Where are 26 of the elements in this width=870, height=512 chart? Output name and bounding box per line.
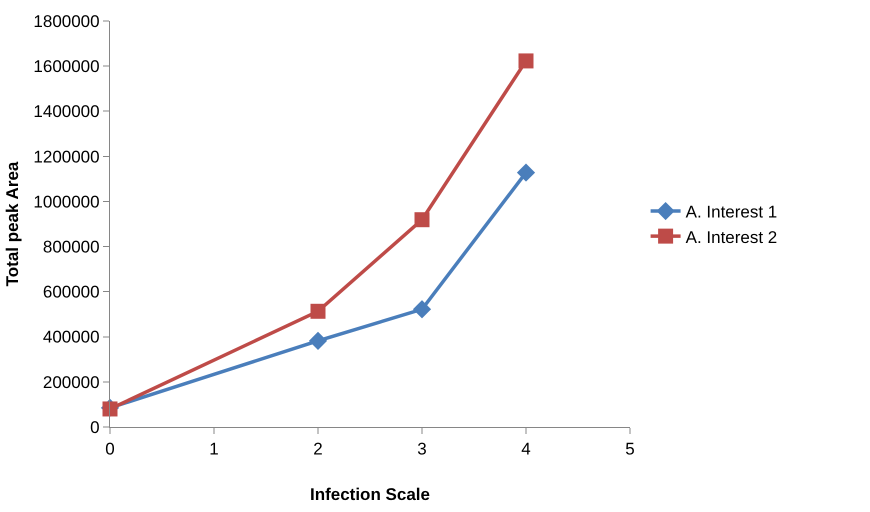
y-tick-label: 1800000 [33, 12, 100, 31]
y-tick-label: 600000 [42, 282, 100, 302]
point [310, 304, 326, 319]
point [308, 332, 328, 350]
y-tick-label: 800000 [42, 238, 100, 257]
point [518, 53, 534, 68]
x-tick-label: 0 [105, 439, 115, 458]
y-tick-label: 1200000 [33, 147, 100, 166]
point [516, 163, 536, 182]
y-tick-label: 400000 [42, 328, 100, 347]
point [412, 300, 432, 318]
point [414, 212, 430, 228]
y-tick-label: 1600000 [33, 57, 100, 76]
x-tick-label: 3 [417, 439, 427, 458]
y-tick-label: 1000000 [33, 192, 100, 212]
y-tick-label: 0 [90, 418, 100, 437]
y-axis-title: Total peak Area [2, 161, 22, 286]
x-axis-title: Infection Scale [310, 484, 430, 504]
legend-label: A. Interest 1 [686, 202, 778, 222]
legend-label: A. Interest 2 [686, 228, 778, 247]
x-tick-label: 2 [313, 439, 323, 458]
x-tick-label: 4 [521, 439, 531, 458]
y-tick-label: 200000 [42, 372, 100, 392]
x-tick-label: 1 [209, 439, 219, 458]
x-tick-label: 5 [625, 439, 635, 458]
y-tick-label: 1400000 [33, 102, 100, 122]
